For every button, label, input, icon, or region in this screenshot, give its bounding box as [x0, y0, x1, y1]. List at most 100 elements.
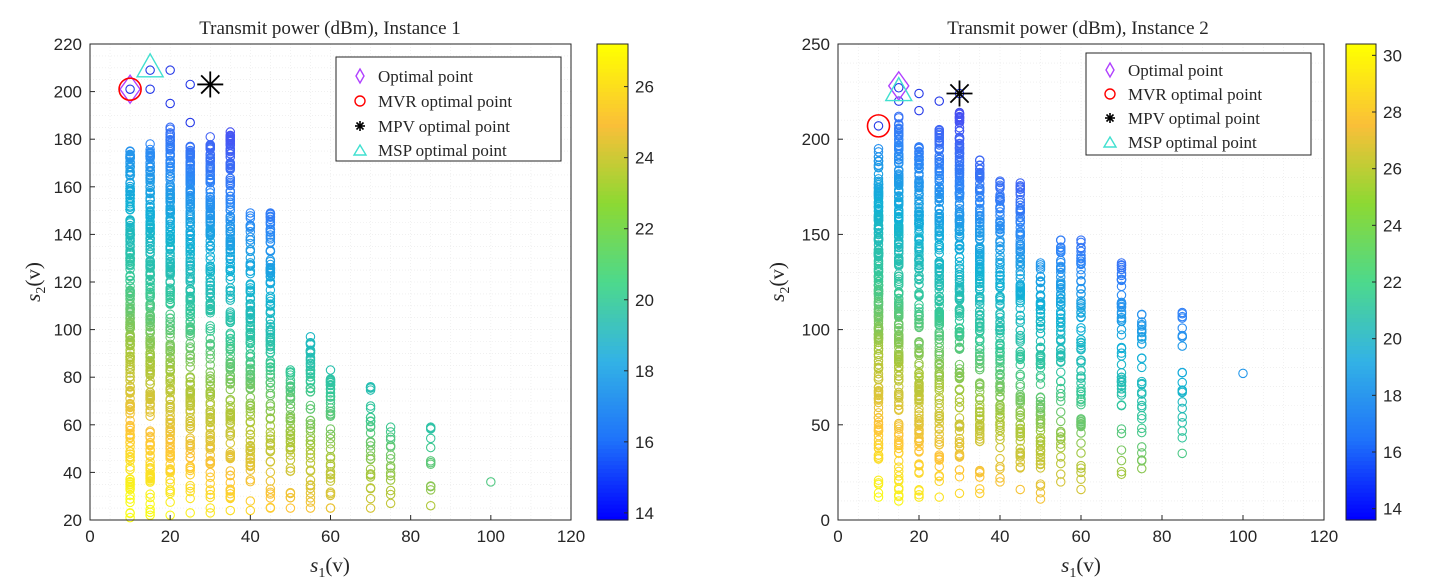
colorbar-segment [1346, 262, 1376, 267]
data-point [934, 266, 944, 276]
data-point [225, 362, 236, 372]
data-point [995, 464, 1005, 474]
data-point [1056, 407, 1066, 417]
data-point [1116, 274, 1127, 285]
data-point [954, 123, 965, 133]
data-point [1137, 310, 1147, 320]
data-point [893, 301, 904, 311]
data-point [974, 167, 985, 178]
colorbar-segment [1346, 67, 1376, 73]
data-point [125, 166, 135, 176]
data-point [995, 381, 1005, 392]
data-point [873, 300, 884, 310]
data-point [145, 492, 155, 503]
data-point [165, 265, 175, 275]
colorbar-segment [597, 115, 628, 120]
data-point [1056, 242, 1066, 252]
legend-msp-icon [1102, 135, 1118, 148]
data-point [145, 65, 155, 75]
colorbar-segment [597, 59, 628, 65]
data-point [285, 416, 296, 426]
data-point [1137, 376, 1147, 387]
data-point [954, 244, 965, 255]
data-point [873, 213, 884, 223]
x-axis-label: s1(v) [1061, 553, 1101, 581]
colorbar-segment [597, 214, 628, 220]
data-point [385, 432, 396, 442]
data-point [165, 204, 175, 214]
colorbar-segment [597, 460, 628, 466]
colorbar-segment [1346, 147, 1376, 152]
data-point [914, 198, 924, 209]
colorbar-segment [1346, 424, 1376, 430]
data-point [1035, 463, 1046, 473]
data-point [125, 386, 135, 397]
data-point [225, 378, 236, 388]
data-point [934, 385, 944, 396]
data-point [914, 105, 924, 116]
data-point [954, 207, 965, 217]
data-point [245, 232, 256, 242]
data-point [1035, 399, 1046, 409]
data-point [954, 308, 965, 319]
data-point [974, 317, 985, 328]
data-point [1076, 474, 1086, 485]
data-point [1015, 239, 1025, 249]
data-point [205, 412, 216, 422]
data-point [914, 347, 924, 358]
data-point [165, 188, 175, 198]
data-point [954, 257, 965, 267]
data-point [873, 321, 884, 332]
data-point [1035, 379, 1046, 389]
y-tick-label: 200 [802, 130, 830, 149]
data-point [995, 387, 1005, 397]
y-tick-label: 20 [63, 511, 82, 530]
data-point [995, 321, 1005, 332]
colorbar-segment [597, 293, 628, 299]
data-point [165, 427, 175, 438]
data-point [125, 449, 135, 459]
colorbar-segment [1346, 373, 1376, 378]
data-point [425, 456, 436, 466]
data-point [893, 134, 904, 145]
data-point [934, 434, 944, 445]
colorbar-segment [1346, 412, 1376, 418]
colorbar: 14 16 18 20 22 24 26 [596, 43, 654, 523]
data-point [185, 301, 195, 311]
legend-entry-mvr: MVR optimal point [1128, 85, 1262, 104]
data-point [934, 371, 944, 382]
data-point [225, 394, 236, 405]
legend-entry-mpv: MPV optimal point [378, 117, 510, 136]
colorbar-segment [597, 194, 628, 200]
data-point [1076, 438, 1086, 448]
data-point [245, 302, 256, 312]
data-point [893, 476, 904, 486]
data-point [1056, 296, 1066, 307]
data-point [205, 153, 216, 164]
colorbar-segment [1346, 119, 1376, 124]
y-axis-ticks: 20 40 60 80 100 120 140 160 180 200 220 [54, 35, 95, 530]
data-point [873, 220, 884, 230]
data-point [1035, 416, 1046, 427]
colorbar-segment [597, 71, 628, 77]
data-point [914, 88, 924, 99]
data-point [995, 271, 1005, 281]
data-point [125, 291, 135, 301]
colorbar-segment [1346, 59, 1376, 65]
data-point [1015, 282, 1025, 292]
colorbar-segment [1346, 163, 1376, 168]
colorbar-segment [1346, 341, 1376, 347]
data-point [185, 272, 195, 283]
data-point [265, 487, 276, 497]
data-point [265, 246, 276, 256]
data-point [225, 212, 236, 222]
y-tick-label: 200 [54, 83, 82, 102]
data-point [205, 308, 216, 318]
data-point [893, 237, 904, 247]
data-point [225, 226, 236, 237]
data-point [245, 246, 256, 257]
y-axis-label-sub: 2 [778, 287, 793, 294]
legend-entry-mvr: MVR optimal point [378, 92, 512, 111]
colorbar-segment [1346, 389, 1376, 394]
data-point [1015, 333, 1025, 343]
